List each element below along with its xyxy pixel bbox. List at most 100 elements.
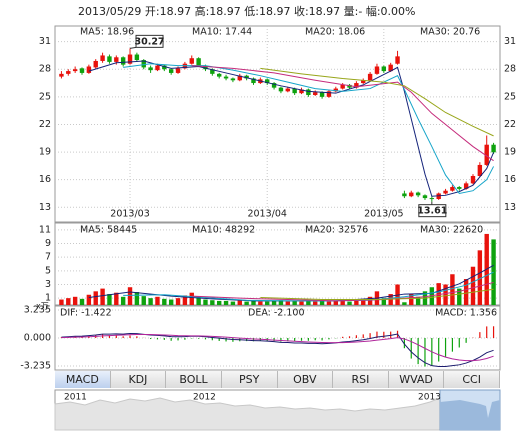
volume-bar bbox=[258, 301, 263, 305]
volume-bar bbox=[415, 296, 421, 305]
ma-line bbox=[260, 67, 494, 137]
y-tick-label: 5 bbox=[45, 265, 51, 276]
volume-bar bbox=[162, 298, 167, 305]
annotation-box bbox=[418, 204, 447, 218]
volume-bar bbox=[120, 296, 126, 305]
annotation-label: 30.27 bbox=[134, 36, 164, 47]
legend-entry: MA30: 22620 bbox=[420, 225, 483, 236]
candle-body bbox=[66, 71, 71, 74]
volume-bar bbox=[210, 300, 215, 305]
indicator-tab[interactable]: KDJ bbox=[110, 371, 167, 388]
legend-entry: MA5: 18.96 bbox=[80, 27, 134, 38]
legend-entry: MA10: 48292 bbox=[192, 225, 255, 236]
candle-body bbox=[429, 198, 435, 200]
legend-entry: MACD: 1.356 bbox=[435, 308, 497, 319]
candle-body bbox=[175, 68, 181, 73]
candle-body bbox=[470, 175, 476, 184]
navigator-year: 2011 bbox=[64, 393, 87, 403]
y-tick-label-right: 13 bbox=[504, 202, 516, 213]
volume-bar bbox=[436, 283, 441, 305]
candle-body bbox=[340, 84, 345, 89]
volume-bar bbox=[306, 300, 311, 305]
volume-bar bbox=[319, 300, 325, 305]
candle-body bbox=[72, 69, 78, 72]
volume-bar bbox=[443, 284, 448, 305]
candle-body bbox=[210, 69, 215, 74]
volume-bar bbox=[182, 295, 188, 305]
y-tick-label: 22 bbox=[39, 119, 51, 130]
x-tick-label: 2013/04 bbox=[247, 209, 286, 220]
candle-body bbox=[271, 83, 277, 88]
candle-body bbox=[415, 192, 421, 196]
y-tick-label: 11 bbox=[39, 224, 51, 235]
candle-body bbox=[244, 75, 249, 79]
volume-bar bbox=[313, 301, 318, 305]
navigator-year: 2013 bbox=[418, 393, 441, 403]
x-tick-label: 2013/05 bbox=[364, 209, 403, 220]
volume-bar bbox=[361, 299, 366, 305]
volume-bar bbox=[292, 300, 297, 305]
volume-bar bbox=[251, 300, 256, 305]
volume-bar bbox=[237, 300, 242, 305]
volume-bar bbox=[203, 299, 208, 305]
ma-line bbox=[191, 65, 494, 162]
y-tick-label: 3.235 bbox=[24, 305, 51, 316]
annotation-label: 13.61 bbox=[417, 206, 447, 217]
candle-body bbox=[237, 75, 242, 81]
volume-bar bbox=[450, 274, 455, 305]
candle-body bbox=[86, 66, 92, 73]
ma-line bbox=[191, 281, 494, 302]
volume-bar bbox=[216, 300, 222, 305]
volume-bar bbox=[402, 302, 407, 305]
indicator-tab[interactable]: CCI bbox=[444, 371, 500, 388]
candle-body bbox=[230, 78, 236, 81]
volume-bar bbox=[168, 299, 174, 305]
candle-body bbox=[148, 67, 153, 71]
indicator-tab[interactable]: PSY bbox=[221, 371, 278, 388]
legend-entry: MA20: 32576 bbox=[305, 225, 368, 236]
candle-body bbox=[278, 87, 284, 92]
candle-body bbox=[141, 60, 146, 68]
indicator-tab[interactable]: WVAD bbox=[388, 371, 445, 388]
indicator-tab[interactable]: MACD bbox=[55, 371, 111, 388]
indicator-tab[interactable]: RSI bbox=[333, 371, 389, 388]
candle-body bbox=[196, 58, 201, 66]
y-tick-label: 7 bbox=[45, 252, 51, 263]
volume-bar bbox=[230, 301, 236, 305]
candle-body bbox=[162, 65, 167, 70]
volume-bar bbox=[148, 298, 153, 305]
volume-bar bbox=[66, 298, 71, 305]
legend-entry: DIF: -1.422 bbox=[60, 308, 112, 319]
ma-line bbox=[61, 333, 494, 362]
candle-body bbox=[409, 192, 414, 197]
y-tick-label: 3 bbox=[45, 279, 51, 290]
candle-body bbox=[114, 57, 119, 62]
candle-body bbox=[216, 73, 222, 77]
volume-bar bbox=[354, 300, 359, 305]
candle-body bbox=[155, 65, 160, 71]
volume-bar bbox=[457, 288, 462, 305]
navigator-area bbox=[54, 397, 441, 431]
volume-bar bbox=[278, 300, 284, 305]
candle-body bbox=[381, 66, 387, 72]
indicator-tab[interactable]: BOLL bbox=[166, 371, 222, 388]
legend-entry: DEA: -2.100 bbox=[248, 308, 305, 319]
y-tick-label: 0.000 bbox=[24, 333, 51, 344]
volume-bar bbox=[93, 291, 98, 305]
volume-bar bbox=[347, 301, 352, 305]
candle-body bbox=[374, 66, 380, 74]
indicator-tab[interactable]: OBV bbox=[277, 371, 334, 388]
volume-bar bbox=[59, 299, 64, 305]
candle-body bbox=[402, 193, 407, 197]
ma-line bbox=[123, 63, 495, 195]
candle-body bbox=[306, 89, 311, 96]
volume-bar bbox=[409, 294, 414, 305]
volume-bar bbox=[340, 300, 345, 305]
candle-body bbox=[388, 64, 393, 72]
volume-bar bbox=[271, 300, 277, 305]
candle-body bbox=[484, 144, 489, 165]
x-tick-label: 2013/03 bbox=[110, 209, 149, 220]
candle-body bbox=[285, 88, 290, 92]
candle-body bbox=[354, 83, 359, 88]
volume-bar bbox=[381, 298, 387, 305]
